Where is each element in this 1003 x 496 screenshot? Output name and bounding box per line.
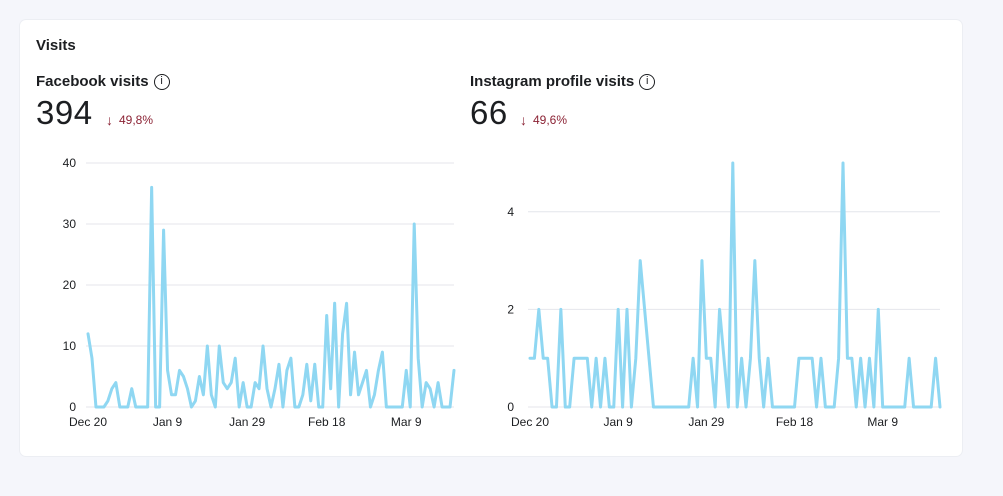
- y-tick-label: 30: [63, 217, 77, 231]
- x-tick-label: Mar 9: [867, 415, 898, 429]
- instagram-visits-label-text: Instagram profile visits: [470, 73, 635, 90]
- x-tick-label: Feb 18: [308, 415, 346, 429]
- facebook-visits-chart: 0 10 20 30 40 Dec 20 Jan 9 Jan 29 Feb 18 Mar 9: [63, 156, 456, 429]
- y-tick-label: 4: [507, 205, 514, 219]
- arrow-down-icon: ↓: [520, 112, 527, 128]
- x-tick-label: Mar 9: [391, 415, 422, 429]
- y-tick-label: 0: [507, 400, 514, 414]
- y-tick-label: 2: [507, 302, 514, 316]
- x-tick-label: Feb 18: [776, 415, 814, 429]
- info-icon[interactable]: i: [639, 73, 656, 90]
- facebook-visits-label-text: Facebook visits: [36, 73, 149, 90]
- y-tick-label: 0: [69, 400, 76, 414]
- x-tick-label: Jan 9: [153, 415, 183, 429]
- instagram-visits-label: Instagram profile visits i: [470, 73, 656, 90]
- instagram-visits-change: ↓ 49,6%: [520, 112, 567, 128]
- y-tick-label: 40: [63, 156, 77, 170]
- series-line: [86, 185, 456, 409]
- arrow-down-icon: ↓: [106, 112, 113, 128]
- x-tick-label: Dec 20: [511, 415, 549, 429]
- x-tick-label: Dec 20: [69, 415, 107, 429]
- section-title: Visits: [36, 37, 76, 54]
- facebook-visits-panel: Facebook visits i 394 ↓ 49,8% 0 10 20 30 40 D…: [20, 20, 490, 456]
- x-tick-label: Jan 29: [229, 415, 265, 429]
- x-tick-label: Jan 29: [688, 415, 724, 429]
- facebook-visits-change-value: 49,8%: [119, 113, 154, 127]
- instagram-visits-panel: Instagram profile visits i 66 ↓ 49,6% 0 2…: [454, 20, 942, 456]
- y-tick-label: 10: [63, 339, 77, 353]
- series-line: [528, 161, 942, 409]
- info-icon[interactable]: i: [153, 73, 170, 90]
- instagram-visits-change-value: 49,6%: [533, 113, 568, 127]
- instagram-visits-chart: 0 2 4 Dec 20 Jan 9 Jan 29 Feb 18 Mar 9: [507, 161, 942, 429]
- y-tick-label: 20: [63, 278, 77, 292]
- facebook-visits-change: ↓ 49,8%: [106, 112, 153, 128]
- visits-card: Visits Facebook visits i 394 ↓ 49,8% 0 10…: [20, 20, 962, 456]
- facebook-visits-value: 394: [36, 94, 93, 131]
- facebook-visits-label: Facebook visits i: [36, 73, 170, 90]
- instagram-visits-value: 66: [470, 94, 508, 131]
- x-tick-label: Jan 9: [603, 415, 633, 429]
